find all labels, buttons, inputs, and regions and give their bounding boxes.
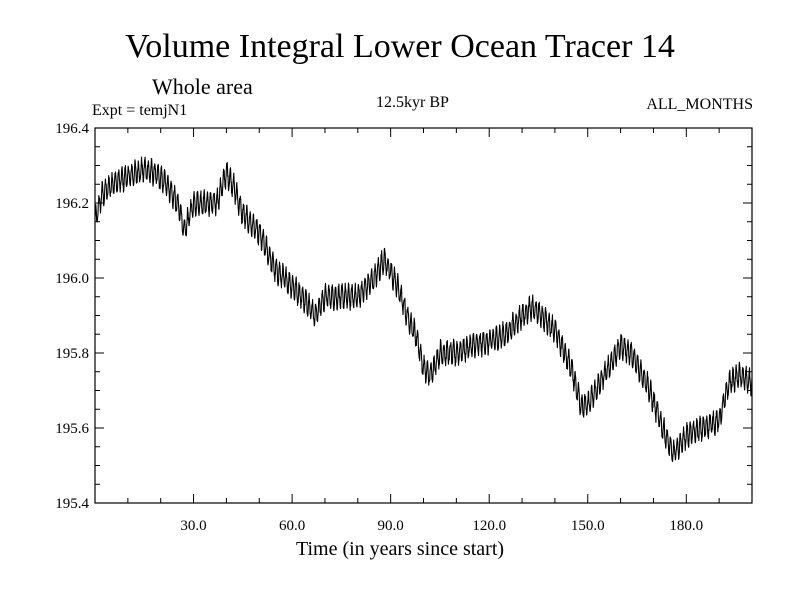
y-tick-label: 196.2 [55,196,89,212]
series-group [94,156,753,463]
y-tick-label: 196.0 [55,271,89,287]
ticks-group: 30.0 60.0 90.0 120.0 150.0 180.0 195.4 195.6 195… [55,121,752,534]
x-axis-label: Time (in years since start) [295,538,505,560]
plot-frame [94,127,753,504]
y-tick-label: 196.4 [55,121,89,137]
x-tick-label: 150.0 [571,518,605,534]
y-tick-label: 195.8 [55,346,89,362]
x-tick-label: 60.0 [279,518,305,534]
experiment-label: Expt = temjN1 [92,102,188,119]
period-label: 12.5kyr BP [376,94,449,111]
x-tick-label: 90.0 [378,518,404,534]
y-tick-label: 195.6 [55,421,89,437]
x-tick-label: 180.0 [669,518,703,534]
chart-title: Volume Integral Lower Ocean Tracer 14 [125,28,675,65]
axes-group [94,127,753,504]
chart-subtitle: Whole area [152,74,253,99]
months-label: ALL_MONTHS [646,96,753,113]
y-tick-label: 195.4 [55,496,89,512]
x-tick-label: 120.0 [472,518,506,534]
x-tick-label: 30.0 [180,518,206,534]
series-line [94,156,753,463]
